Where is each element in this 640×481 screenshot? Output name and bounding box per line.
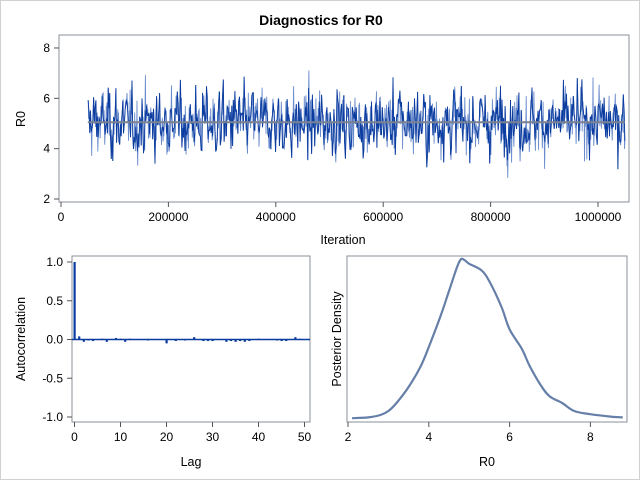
acf-x-tick-label: 30	[206, 430, 220, 444]
acf-bar	[124, 339, 127, 342]
acf-x-tick-label: 10	[114, 430, 128, 444]
acf-bar	[248, 339, 251, 342]
trace-y-tick-label: 8	[43, 41, 50, 55]
density-x-tick-label: 4	[425, 430, 432, 444]
acf-y-tick-label: 0.5	[46, 294, 63, 308]
acf-bar	[101, 338, 104, 340]
trace-line	[87, 76, 626, 170]
acf-y-tick-label: -1.0	[42, 410, 63, 424]
acf-bar	[82, 339, 85, 342]
acf-x-tick-label: 40	[252, 430, 266, 444]
acf-bar	[91, 339, 95, 342]
acf-bar	[174, 339, 177, 342]
acf-bar	[128, 338, 131, 340]
trace-x-tick-label: 600000	[363, 210, 403, 224]
trace-x-label: Iteration	[320, 233, 365, 247]
acf-y-label: Autocorrelation	[14, 297, 28, 381]
trace-y-tick-label: 4	[43, 142, 50, 156]
density-x-tick-label: 6	[506, 430, 513, 444]
acf-x-tick-label: 0	[71, 430, 78, 444]
density-curve	[351, 257, 623, 420]
acf-bar	[193, 337, 196, 340]
trace-x-axis: 0 200000 400000 600000 800000 1000000	[58, 202, 622, 224]
acf-x-tick-label: 50	[298, 430, 312, 444]
trace-series	[87, 70, 626, 178]
acf-bar	[294, 337, 297, 340]
density-x-label: R0	[479, 455, 495, 469]
trace-panel: 0 200000 400000 600000 800000 1000000 2 4 6 8 It…	[14, 34, 630, 247]
acf-bar	[298, 338, 302, 340]
trace-x-tick-label: 800000	[471, 210, 511, 224]
density-panel: 2 4 6 8 R0 Posterior Density	[330, 255, 628, 469]
acf-bar	[225, 339, 228, 342]
trace-x-tick-label: 400000	[256, 210, 296, 224]
density-frame	[346, 255, 628, 423]
acf-bar	[183, 339, 187, 341]
acf-bar	[114, 337, 118, 340]
trace-y-label: R0	[14, 111, 28, 127]
acf-bar	[105, 339, 108, 342]
acf-bar	[119, 338, 122, 340]
acf-bar	[243, 339, 246, 342]
acf-bar	[229, 339, 233, 342]
trace-y-tick-label: 2	[43, 192, 50, 206]
trace-x-tick-label: 1000000	[575, 210, 622, 224]
acf-bars	[72, 262, 310, 344]
acf-x-label: Lag	[181, 455, 202, 469]
trace-x-tick-label: 200000	[148, 210, 188, 224]
acf-bar	[285, 339, 288, 342]
density-x-tick-label: 2	[345, 430, 352, 444]
acf-y-tick-label: 0.0	[46, 333, 63, 347]
acf-bar	[165, 339, 168, 344]
acf-bar	[78, 336, 81, 340]
acf-y-tick-label: -0.5	[42, 371, 63, 385]
trace-x-tick-label: 0	[58, 210, 65, 224]
acf-x-axis: 0 10 20 30 40 50	[71, 422, 311, 444]
acf-y-tick-label: 1.0	[46, 255, 63, 269]
acf-bar	[239, 339, 242, 342]
acf-y-axis: 1.0 0.5 0.0 -0.5 -1.0	[42, 255, 72, 424]
acf-x-tick-label: 20	[160, 430, 174, 444]
acf-bar	[73, 262, 76, 340]
acf-bar	[202, 339, 205, 342]
acf-bar	[211, 339, 214, 342]
acf-bar	[275, 339, 279, 341]
autocorrelation-panel: 0 10 20 30 40 50 1.0 0.5 0.0 -0.5 -1.0 Lag Autoco…	[14, 255, 311, 469]
figure-title: Diagnostics for R0	[259, 12, 383, 28]
trace-y-tick-label: 6	[43, 91, 50, 105]
acf-bar	[280, 339, 283, 342]
acf-bar	[234, 339, 237, 342]
density-y-label: Posterior Density	[330, 291, 344, 387]
density-x-tick-label: 8	[587, 430, 594, 444]
acf-bar	[87, 339, 90, 341]
density-x-axis: 2 4 6 8	[345, 422, 594, 444]
trace-y-axis: 2 4 6 8	[43, 41, 59, 206]
acf-bar	[147, 339, 150, 341]
acf-bar	[257, 338, 260, 340]
acf-bar	[206, 339, 210, 342]
